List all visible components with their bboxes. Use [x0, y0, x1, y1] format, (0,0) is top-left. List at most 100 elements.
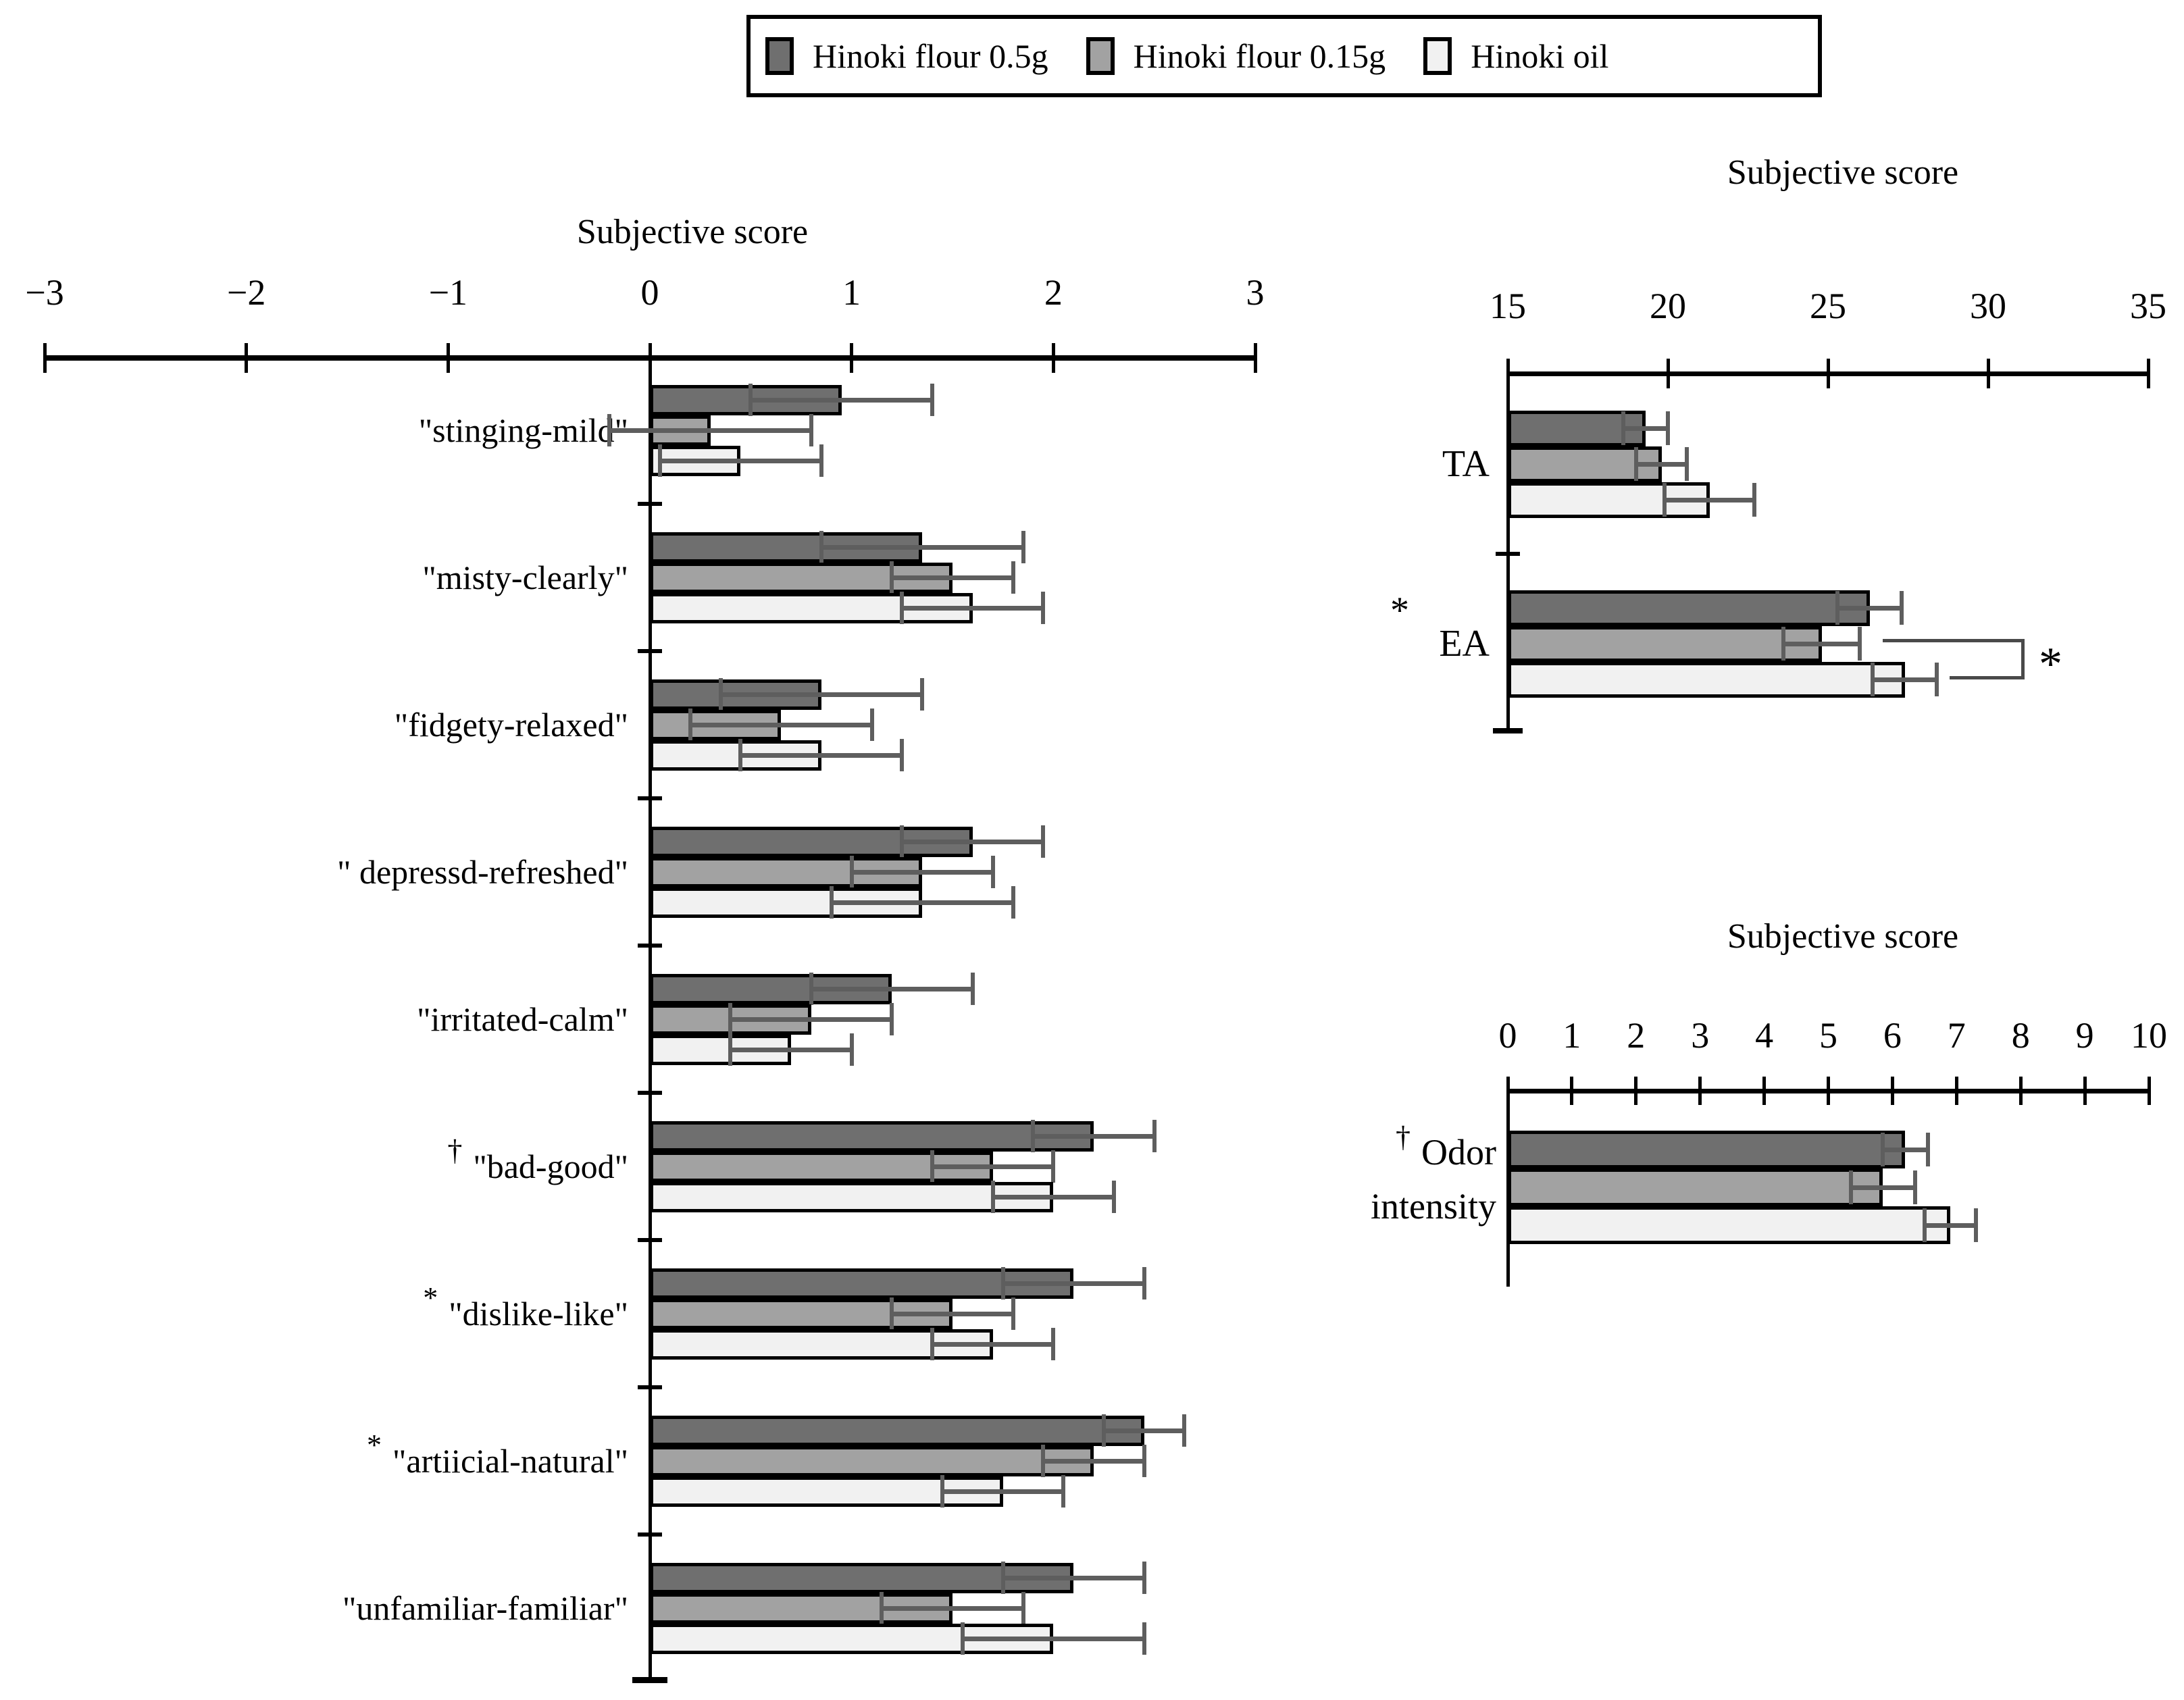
error-bar-line: [1850, 1185, 1915, 1190]
legend-item-hinoki-oil: Hinoki oil: [1423, 36, 1608, 76]
error-bar-cap: [819, 531, 823, 563]
x-axis-tick: [1762, 1077, 1767, 1105]
category-label-text: "unfamiliar-familiar": [342, 1589, 628, 1627]
category-boundary-tick: [638, 1238, 662, 1242]
x-axis-tick-label: 20: [1650, 286, 1686, 327]
x-axis-tick-label: 30: [1970, 286, 2006, 327]
error-bar-line: [882, 1606, 1023, 1611]
x-axis-tick-label: 0: [1498, 1015, 1517, 1056]
error-bar-cap: [900, 739, 905, 771]
error-bar-cap: [880, 1592, 884, 1624]
category-boundary-tick: [638, 796, 662, 800]
category-label-text: intensity: [1371, 1186, 1496, 1227]
x-axis-tick-label: 6: [1883, 1015, 1902, 1056]
error-bar-line: [1043, 1459, 1144, 1464]
error-bar-cap: [1848, 1170, 1853, 1204]
error-bar-cap: [1633, 447, 1638, 481]
significance-marker: *: [367, 1428, 382, 1462]
y-axis-end-tick: [632, 1676, 667, 1683]
error-bar-line: [1873, 677, 1937, 682]
error-bar-cap: [809, 414, 813, 446]
significance-marker: †: [447, 1134, 463, 1167]
error-bar-cap: [1685, 447, 1690, 481]
category-label-left-1: "misty-clearly": [20, 552, 628, 603]
x-axis-tick-label: 35: [2130, 286, 2166, 327]
error-bar-cap: [728, 1003, 733, 1035]
x-axis-tick: [1890, 1077, 1894, 1105]
category-label-left-2: "fidgety-relaxed": [20, 699, 628, 750]
error-bar-cap: [1871, 663, 1875, 696]
x-axis-tick-label: 4: [1755, 1015, 1774, 1056]
x-axis-tick: [1051, 343, 1055, 373]
error-bar-line: [1837, 606, 1902, 611]
x-axis-tick: [446, 343, 450, 373]
error-bar-line: [1783, 642, 1860, 646]
error-bar-line: [942, 1489, 1064, 1494]
legend-swatch-hinoki-flour-0-15g: [1086, 37, 1115, 75]
error-bar-cap: [1041, 1445, 1046, 1477]
x-axis-tick-label: 3: [1691, 1015, 1710, 1056]
error-bar-cap: [1041, 825, 1046, 858]
x-axis-tick-label: 7: [1947, 1015, 1966, 1056]
error-bar-line: [659, 459, 821, 463]
category-boundary-tick: [638, 1385, 662, 1389]
legend-label-hinoki-flour-0-5g: Hinoki flour 0.5g: [813, 37, 1048, 75]
error-bar-cap: [960, 1622, 965, 1655]
error-bar-cap: [1935, 663, 1939, 696]
error-bar-cap: [829, 886, 834, 919]
category-label-left-0: "stinging-mild": [20, 405, 628, 456]
error-bar-cap: [607, 414, 612, 446]
bar-right-top-cat1-series0: [1508, 590, 1870, 626]
error-bar-cap: [890, 561, 894, 594]
x-axis-tick-label: −3: [25, 272, 64, 313]
x-axis-tick-label: 2: [1044, 272, 1063, 313]
x-axis-tick: [1954, 1077, 1958, 1105]
error-bar-cap: [890, 1003, 894, 1035]
error-bar-cap: [748, 384, 753, 416]
legend: Hinoki flour 0.5g Hinoki flour 0.15g Hin…: [746, 15, 1822, 97]
error-bar-cap: [1000, 1267, 1005, 1299]
error-bar-cap: [1031, 1120, 1036, 1152]
x-axis-tick: [1826, 359, 1830, 388]
significance-marker: *: [423, 1281, 438, 1314]
legend-swatch-hinoki-flour-0-5g: [765, 37, 794, 75]
error-bar-cap: [1000, 1562, 1005, 1594]
error-bar-cap: [1666, 411, 1670, 445]
x-axis-tick: [2146, 359, 2150, 388]
significance-marker: *: [1390, 590, 1409, 632]
bar-left-cat3-series0: [650, 826, 973, 857]
error-bar-cap: [1011, 886, 1015, 919]
category-label-left-3: " depressd-refreshed": [20, 846, 628, 898]
error-bar-line: [902, 840, 1044, 844]
category-boundary-tick: [638, 944, 662, 948]
significance-bracket-bottom: [1950, 676, 2025, 679]
error-bar-line: [1623, 426, 1668, 431]
category-label-text: "irritated-calm": [417, 1000, 628, 1038]
error-bar-cap: [1922, 1208, 1927, 1242]
significance-bracket-side: [2021, 640, 2025, 679]
bar-right-top-cat1-series2: [1508, 661, 1905, 698]
error-bar-cap: [1021, 531, 1025, 563]
category-label-text: " depressd-refreshed": [337, 853, 628, 891]
error-bar-cap: [657, 444, 662, 477]
error-bar-cap: [1662, 483, 1667, 517]
error-bar-cap: [1900, 591, 1904, 625]
error-bar-cap: [900, 825, 905, 858]
error-bar-cap: [1142, 1267, 1146, 1299]
x-axis-tick-label: 3: [1246, 272, 1265, 313]
error-bar-cap: [970, 973, 975, 1005]
legend-label-hinoki-flour-0-15g: Hinoki flour 0.15g: [1133, 37, 1386, 75]
error-bar-cap: [940, 1475, 945, 1508]
error-bar-cap: [890, 1297, 894, 1330]
error-bar-cap: [1011, 1297, 1015, 1330]
category-boundary-tick: [638, 649, 662, 653]
error-bar-cap: [738, 739, 743, 771]
x-axis-tick: [1634, 1077, 1638, 1105]
error-bar-cap: [1835, 591, 1840, 625]
legend-label-hinoki-oil: Hinoki oil: [1471, 37, 1609, 75]
category-label-text: "misty-clearly": [422, 559, 628, 596]
error-bar-cap: [1142, 1622, 1146, 1655]
x-axis-tick-label: 8: [2011, 1015, 2030, 1056]
x-axis-tick-label: 1: [1563, 1015, 1581, 1056]
category-label-right-top-0: TA: [1287, 438, 1490, 490]
